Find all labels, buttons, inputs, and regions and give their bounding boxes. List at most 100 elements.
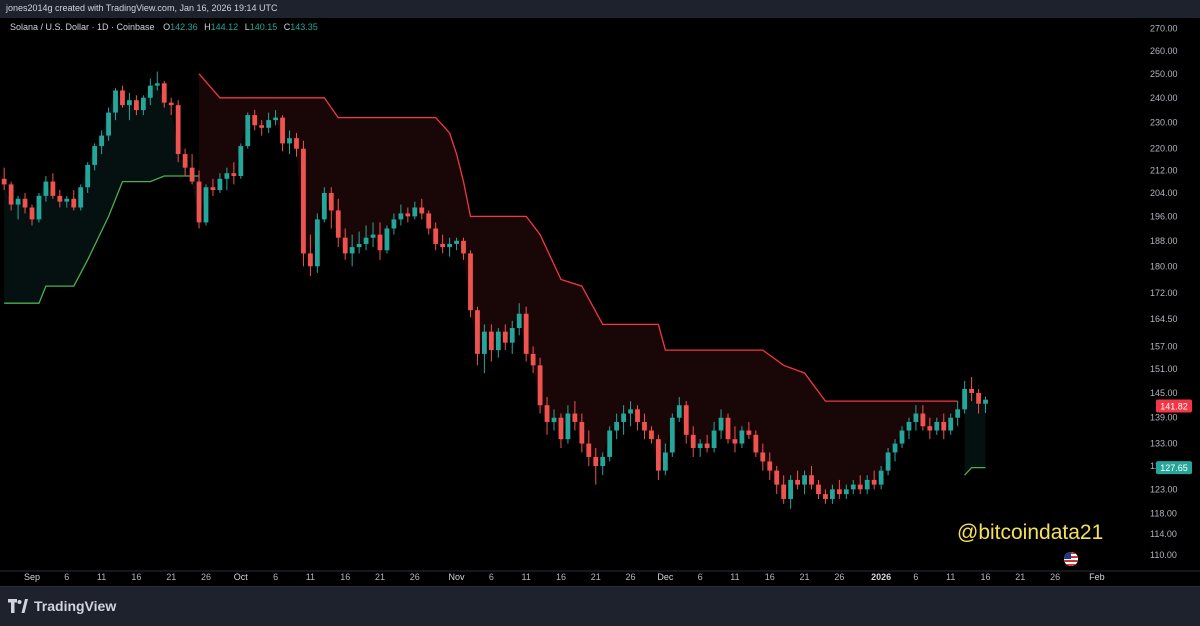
candle-13 [92,143,98,171]
time-tick-20: 11 [730,572,739,582]
candle-2 [15,195,21,220]
candle-body [795,479,800,485]
candle-22 [154,71,160,91]
price-tick-14: 151.00 [1150,364,1178,374]
time-tick-9: 16 [340,572,350,582]
candle-body [377,234,383,251]
current-price-label: 141.82 [1160,401,1188,411]
candle-body [1,178,7,185]
candle-body [516,313,522,329]
candle-body [15,198,21,205]
candle-31 [217,173,223,193]
candle-body [843,489,849,495]
candle-29 [203,184,209,226]
candle-body [509,328,515,343]
time-tick-15: 16 [556,572,566,582]
candle-body [363,237,369,244]
candle-body [154,83,160,86]
candle-42 [294,132,299,157]
candle-body [976,392,981,404]
candle-136 [948,413,954,435]
candle-93 [649,426,654,444]
candle-body [969,388,974,393]
price-chart[interactable]: 270.00 260.00 250.00 240.00 230.00 220.00 212.… [0,18,1200,586]
candle-106 [739,426,745,448]
price-tick-10: 180.00 [1150,261,1178,271]
price-tick-0: 270.00 [1150,24,1178,34]
author-bar: jones2014g created with TradingView.com,… [0,0,1200,19]
candle-65 [454,237,459,251]
open-label: O [163,22,171,32]
candle-body [245,115,251,147]
time-tick-5: 26 [201,572,211,582]
candle-body [878,470,884,485]
candle-23 [161,80,167,108]
candle-109 [760,443,766,471]
candle-body [885,452,891,471]
candle-body [370,234,376,238]
current-price-label-bg [1156,399,1192,413]
price-tick-19: 123.00 [1150,484,1178,494]
supertrend-price-label-bg [1156,461,1192,475]
candle-body [210,187,216,191]
us-flag-icon[interactable] [1064,552,1078,566]
supertrend-layer [4,73,986,500]
candle-body [809,475,814,485]
candle-body [426,213,432,229]
candle-139 [969,377,974,402]
candle-body [405,213,411,217]
candle-body [259,125,265,128]
author-watermark: @bitcoindata21 [957,521,1104,544]
candle-body [92,146,98,165]
tradingview-logo-icon [8,599,28,613]
candle-69 [482,324,487,374]
candle-26 [182,148,188,176]
close-label: C [283,22,291,32]
candle-body [774,470,780,485]
candle-body [676,405,682,418]
candle-124 [864,475,870,495]
candle-116 [809,466,814,490]
candle-40 [280,115,285,152]
price-tick-22: 110.00 [1150,550,1177,560]
candle-63 [440,234,446,254]
candle-11 [78,184,84,211]
candle-body [461,240,466,254]
candle-89 [621,405,626,435]
candle-body [398,213,404,220]
open-value: 142.36 [170,22,198,32]
candle-body [224,173,230,179]
time-tick-29: 26 [1050,572,1060,582]
candle-body [732,439,738,444]
candle-body [321,192,327,220]
candle-body [725,417,731,440]
candle-body [50,181,56,196]
candle-135 [941,413,947,440]
candle-114 [795,470,800,490]
low-value: 140.15 [249,22,278,32]
candle-body [433,228,439,244]
candle-body [182,154,188,168]
candle-body [739,430,745,444]
candle-body [99,135,104,147]
candle-35 [245,112,251,149]
time-tick-28: 21 [1015,572,1025,582]
candle-25 [175,100,181,163]
candle-body [802,475,807,485]
candle-body [412,207,418,217]
price-tick-12: 164.50 [1150,314,1178,324]
tradingview-logo[interactable]: TradingView [8,598,116,614]
candle-103 [718,409,724,440]
time-tick-23: 26 [834,572,844,582]
candle-body [683,405,689,435]
time-tick-2: 11 [97,572,106,582]
candle-body [161,83,167,103]
candle-body [628,409,633,414]
candle-7 [50,173,56,199]
candle-body [537,365,543,406]
candle-94 [656,434,661,480]
price-tick-1: 260.00 [1150,46,1178,56]
candle-97 [676,397,682,422]
candles-layer [1,71,988,509]
time-tick-22: 21 [800,572,810,582]
